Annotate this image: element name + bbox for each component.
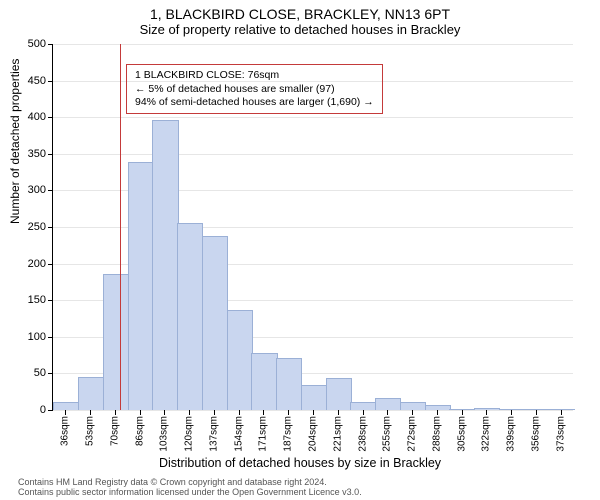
x-tick (164, 410, 165, 415)
annotation-line: 1 BLACKBIRD CLOSE: 76sqm (135, 69, 374, 82)
x-tick (536, 410, 537, 415)
x-tick-label: 187sqm (283, 416, 294, 452)
y-tick (48, 154, 53, 155)
y-tick-label: 0 (16, 404, 46, 416)
y-tick (48, 190, 53, 191)
plot-wrap: 36sqm53sqm70sqm86sqm103sqm120sqm137sqm15… (52, 44, 572, 410)
y-tick-label: 100 (16, 331, 46, 343)
x-tick (412, 410, 413, 415)
gridline (53, 44, 573, 45)
x-tick-label: 103sqm (159, 416, 170, 452)
chart-container: 1, BLACKBIRD CLOSE, BRACKLEY, NN13 6PT S… (0, 0, 600, 500)
x-tick-label: 322sqm (481, 416, 492, 452)
x-tick-label: 70sqm (109, 416, 120, 446)
x-tick (65, 410, 66, 415)
x-tick (511, 410, 512, 415)
histogram-bar (449, 409, 475, 410)
histogram-bar (103, 274, 129, 410)
x-tick-label: 356sqm (530, 416, 541, 452)
x-tick (387, 410, 388, 415)
x-axis-label: Distribution of detached houses by size … (0, 456, 600, 470)
y-tick (48, 373, 53, 374)
gridline (53, 154, 573, 155)
gridline (53, 117, 573, 118)
x-tick (338, 410, 339, 415)
y-tick (48, 300, 53, 301)
histogram-bar (128, 162, 154, 410)
histogram-bar (350, 402, 376, 410)
x-tick (115, 410, 116, 415)
histogram-bar (53, 402, 79, 410)
x-tick-label: 154sqm (233, 416, 244, 452)
x-tick (462, 410, 463, 415)
y-tick-label: 200 (16, 258, 46, 270)
y-tick (48, 44, 53, 45)
x-tick (561, 410, 562, 415)
annotation-line: ← 5% of detached houses are smaller (97) (135, 83, 374, 96)
plot-area: 36sqm53sqm70sqm86sqm103sqm120sqm137sqm15… (52, 44, 573, 411)
histogram-bar (548, 409, 574, 410)
x-tick-label: 204sqm (308, 416, 319, 452)
x-tick-label: 53sqm (85, 416, 96, 446)
y-tick-label: 300 (16, 184, 46, 196)
x-tick (313, 410, 314, 415)
y-tick (48, 117, 53, 118)
y-tick-label: 250 (16, 221, 46, 233)
histogram-bar (152, 120, 178, 410)
histogram-bar (400, 402, 426, 410)
histogram-bar (227, 310, 253, 410)
y-tick-label: 500 (16, 38, 46, 50)
histogram-bar (326, 378, 352, 410)
x-tick-label: 288sqm (431, 416, 442, 452)
x-tick-label: 171sqm (258, 416, 269, 452)
reference-line (120, 44, 121, 410)
histogram-bar (524, 409, 550, 410)
x-tick (486, 410, 487, 415)
y-tick-label: 50 (16, 367, 46, 379)
footer-attribution: Contains HM Land Registry data © Crown c… (0, 478, 600, 498)
y-tick-label: 400 (16, 111, 46, 123)
histogram-bar (301, 385, 327, 410)
x-tick (214, 410, 215, 415)
x-tick-label: 86sqm (134, 416, 145, 446)
histogram-bar (251, 353, 277, 410)
x-tick (189, 410, 190, 415)
x-tick (239, 410, 240, 415)
x-tick (288, 410, 289, 415)
chart-subtitle: Size of property relative to detached ho… (0, 22, 600, 37)
annotation-line: 94% of semi-detached houses are larger (… (135, 96, 374, 109)
chart-title: 1, BLACKBIRD CLOSE, BRACKLEY, NN13 6PT (0, 0, 600, 22)
histogram-bar (78, 377, 104, 410)
y-tick (48, 81, 53, 82)
histogram-bar (202, 236, 228, 410)
x-tick (90, 410, 91, 415)
x-tick-label: 272sqm (407, 416, 418, 452)
y-tick-label: 450 (16, 75, 46, 87)
x-tick (437, 410, 438, 415)
histogram-bar (375, 398, 401, 410)
x-tick (140, 410, 141, 415)
x-tick-label: 305sqm (456, 416, 467, 452)
x-tick-label: 373sqm (555, 416, 566, 452)
y-tick (48, 410, 53, 411)
y-tick (48, 227, 53, 228)
x-tick-label: 255sqm (382, 416, 393, 452)
histogram-bar (425, 405, 451, 410)
annotation-box: 1 BLACKBIRD CLOSE: 76sqm← 5% of detached… (126, 64, 383, 113)
y-tick (48, 337, 53, 338)
x-tick-label: 221sqm (332, 416, 343, 452)
x-tick-label: 238sqm (357, 416, 368, 452)
y-tick-label: 150 (16, 294, 46, 306)
histogram-bar (276, 358, 302, 410)
y-tick-label: 350 (16, 148, 46, 160)
x-tick-label: 339sqm (506, 416, 517, 452)
y-tick (48, 264, 53, 265)
x-tick-label: 36sqm (60, 416, 71, 446)
x-tick (363, 410, 364, 415)
footer-line: Contains public sector information licen… (18, 488, 600, 498)
x-tick-label: 137sqm (208, 416, 219, 452)
histogram-bar (177, 223, 203, 410)
x-tick-label: 120sqm (184, 416, 195, 452)
x-tick (263, 410, 264, 415)
